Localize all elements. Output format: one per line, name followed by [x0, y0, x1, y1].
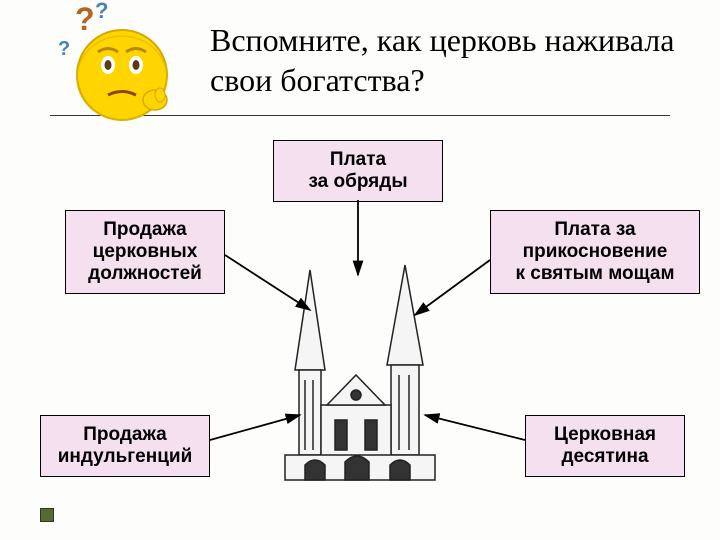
svg-text:?: ?: [75, 1, 95, 37]
box-top: Платаза обряды: [273, 140, 443, 202]
box-left-lower: Продажаиндульгенций: [40, 415, 210, 477]
box-label: Плата заприкосновениек святым мощам: [515, 219, 674, 284]
church-icon: [275, 260, 445, 490]
slide-bullet-icon: [40, 508, 54, 522]
box-label: Платаза обряды: [308, 149, 407, 192]
page-title: Вспомните, как церковь наживала свои бог…: [210, 20, 690, 100]
box-label: Продажаиндульгенций: [58, 424, 193, 467]
box-label: Продажацерковныхдолжностей: [88, 219, 202, 284]
thinking-emoji-icon: ? ? ?: [50, 0, 190, 130]
box-left-upper: Продажацерковныхдолжностей: [65, 210, 225, 294]
box-right-upper: Плата заприкосновениек святым мощам: [490, 210, 700, 294]
box-label: Церковнаядесятина: [554, 424, 656, 467]
box-right-lower: Церковнаядесятина: [525, 415, 685, 477]
svg-text:?: ?: [58, 38, 70, 60]
svg-text:?: ?: [95, 0, 108, 23]
